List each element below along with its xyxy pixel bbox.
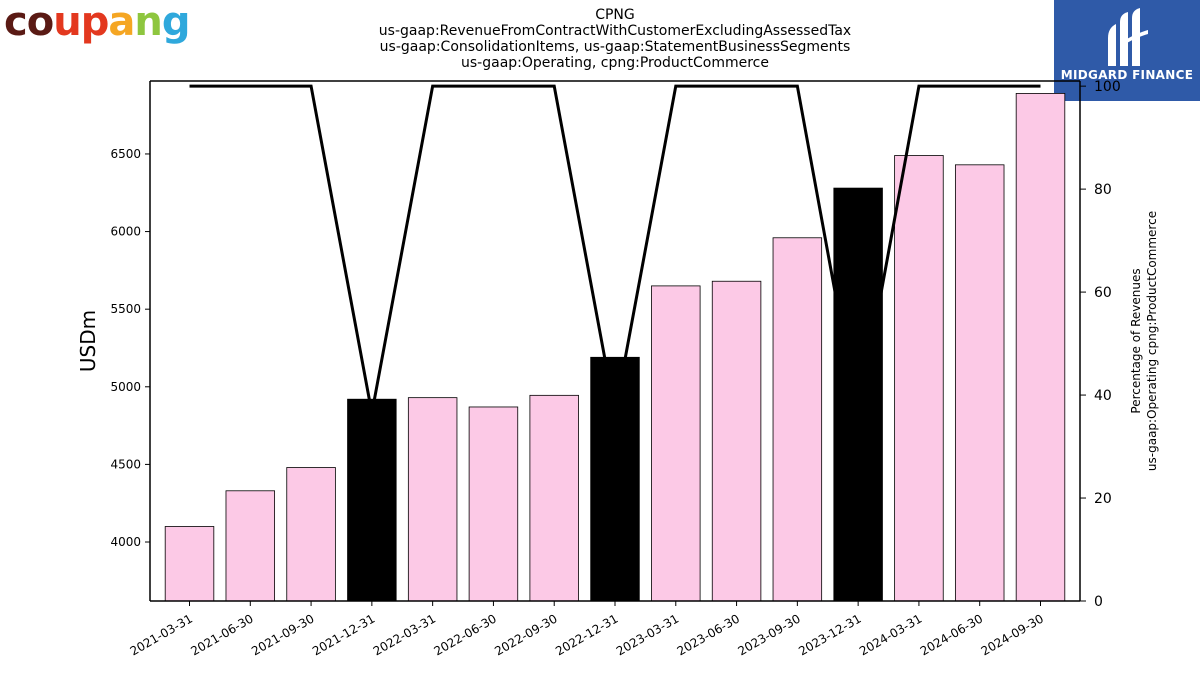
y2-tick-label: 80 <box>1094 182 1112 198</box>
bar <box>894 155 944 602</box>
y-tick-label: 6500 <box>110 147 141 161</box>
midgard-logo-text: MIDGARD FINANCE <box>1060 68 1194 82</box>
bar <box>651 285 701 602</box>
coupang-logo-letter: n <box>134 0 163 45</box>
y2-tick-label: 0 <box>1094 594 1103 610</box>
y2-axis-label-line-2: us-gaap:Operating cpng:ProductCommerce <box>1145 211 1159 471</box>
y2-tick-label: 60 <box>1094 285 1112 301</box>
bar <box>711 280 762 602</box>
bar <box>772 237 823 602</box>
x-tick-label: 2021-03-31 <box>128 611 195 658</box>
coupang-logo-letter: a <box>108 0 135 45</box>
x-tick-label: 2022-06-30 <box>432 611 499 658</box>
y-tick-label: 6000 <box>110 225 141 239</box>
bar <box>529 394 579 602</box>
x-tick-label: 2021-12-31 <box>310 611 377 658</box>
y-axis-label: USDm <box>76 310 100 372</box>
y-tick-label: 5000 <box>110 380 141 394</box>
title-line-1: CPNG <box>595 7 635 23</box>
y-tick-label: 5500 <box>110 302 141 316</box>
coupang-logo-letter: p <box>80 0 110 45</box>
y2-axis-label-line-1: Percentage of Revenues <box>1129 268 1143 413</box>
y2-tick-label: 40 <box>1094 388 1112 404</box>
midgard-mark-icon <box>1108 8 1148 66</box>
title-line-3: us-gaap:ConsolidationItems, us-gaap:Stat… <box>379 39 851 55</box>
x-tick-label: 2022-09-30 <box>492 611 559 658</box>
bar <box>164 526 215 602</box>
x-tick-label: 2023-12-31 <box>796 611 863 658</box>
midgard-finance-logo: MIDGARD FINANCE <box>1054 0 1200 101</box>
coupang-logo-letter: u <box>53 0 82 45</box>
title-line-4: us-gaap:Operating, cpng:ProductCommerce <box>461 55 769 71</box>
y-tick-label: 4000 <box>110 535 141 549</box>
bar <box>833 187 883 602</box>
coupang-logo: coupang <box>4 0 191 45</box>
x-tick-label: 2023-06-30 <box>675 611 742 658</box>
y-tick-label: 4500 <box>110 457 141 471</box>
bar <box>225 490 276 602</box>
y2-tick-label: 100 <box>1094 79 1121 95</box>
x-tick-label: 2023-03-31 <box>614 611 681 658</box>
x-tick-label: 2022-12-31 <box>553 611 620 658</box>
bar <box>590 356 640 602</box>
bar <box>407 397 458 602</box>
bar <box>1015 93 1066 602</box>
x-tick-label: 2023-09-30 <box>735 611 802 658</box>
coupang-logo-letter: g <box>161 0 191 45</box>
x-tick-label: 2024-09-30 <box>979 611 1046 658</box>
coupang-logo-letter: c <box>4 0 28 45</box>
x-tick-label: 2024-03-31 <box>857 611 924 658</box>
percentage-line <box>189 84 1041 419</box>
bar <box>286 467 336 602</box>
x-tick-label: 2022-03-31 <box>371 611 438 658</box>
x-tick-label: 2021-09-30 <box>249 611 316 658</box>
x-tick-label: 2021-06-30 <box>188 611 255 658</box>
coupang-logo-letter: o <box>26 0 55 45</box>
y2-tick-label: 20 <box>1094 491 1112 507</box>
x-tick-label: 2024-06-30 <box>918 611 985 658</box>
chart-title: CPNG us-gaap:RevenueFromContractWithCust… <box>315 7 915 71</box>
bar <box>954 164 1005 602</box>
bar <box>468 406 519 602</box>
bar <box>347 398 397 602</box>
title-line-2: us-gaap:RevenueFromContractWithCustomerE… <box>378 23 852 39</box>
